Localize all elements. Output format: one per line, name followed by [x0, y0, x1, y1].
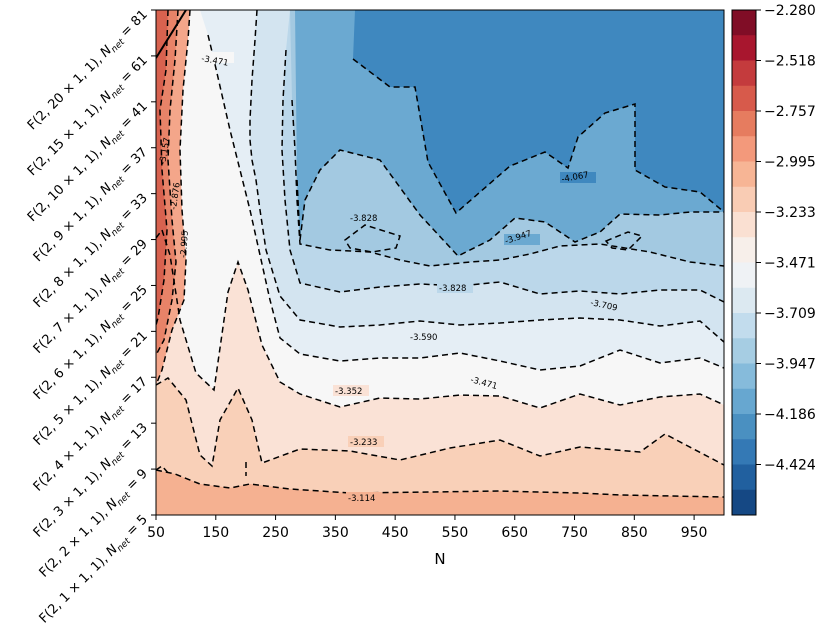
x-tick-label: 650 — [501, 525, 528, 541]
colorbar-tick-label: −2.757 — [764, 104, 816, 120]
x-tick-label: 450 — [382, 525, 409, 541]
contour-label: -3.471 — [200, 54, 229, 69]
contour-label: -3.233 — [350, 438, 377, 448]
colorbar-band — [732, 439, 756, 465]
colorbar-tick-label: −3.947 — [764, 357, 816, 373]
x-axis: 50 150 250 350 450 550 650 750 850 950 — [147, 515, 707, 541]
x-tick-label: 250 — [262, 525, 289, 541]
plot-frame — [155, 9, 725, 516]
contour-solid-line — [156, 10, 187, 59]
colorbar-tick-label: −2.280 — [764, 3, 816, 19]
colorbar-band — [732, 262, 756, 289]
colorbar-band — [732, 338, 756, 364]
colorbar-band — [732, 161, 756, 188]
colorbar-band — [732, 237, 756, 263]
contour-band-2757 — [156, 10, 168, 325]
colorbar-band — [732, 35, 756, 61]
colorbar-band — [732, 186, 756, 213]
colorbar-tick-label: −3.471 — [764, 256, 816, 272]
x-tick-label: 350 — [322, 525, 349, 541]
colorbar-band — [732, 136, 756, 162]
colorbar-tick-label: −2.995 — [764, 155, 816, 171]
y-axis: F(2, 1 × 1, 1), Nnet = 5F(2, 2 × 1, 1), … — [25, 7, 156, 626]
colorbar-tick-label: −3.233 — [764, 205, 816, 221]
x-tick-label: 50 — [147, 525, 165, 541]
colorbar-band — [732, 85, 756, 112]
contour-label: -3.828 — [439, 284, 466, 294]
colorbar: −2.280 −2.518 −2.757 −2.995 −3.233 −3.471 −3.7… — [731, 3, 816, 516]
colorbar-band — [732, 111, 756, 137]
contour-label: -3.114 — [348, 494, 375, 504]
x-tick-label: 750 — [561, 525, 588, 541]
contour-label: -2.995 — [179, 230, 191, 258]
x-tick-label: 850 — [621, 525, 648, 541]
colorbar-band — [732, 10, 756, 36]
contour-lines — [156, 10, 724, 498]
contour-label: -3.590 — [410, 333, 437, 343]
contour-label: -3.352 — [335, 387, 362, 397]
x-tick-label: 550 — [442, 525, 469, 541]
colorbar-tick-label: −3.709 — [764, 306, 816, 322]
contour-band-4186 — [353, 10, 724, 213]
contour-label: -2.876 — [169, 182, 183, 211]
x-axis-title: N — [434, 550, 445, 568]
colorbar-band — [732, 212, 756, 238]
contour-label: -3.828 — [350, 214, 377, 224]
contour-island-right — [606, 232, 642, 250]
contour-island-left — [345, 225, 400, 252]
plot-area: -3.471 -3.828 -4.067 -3.947 -3.828 -3.70… — [156, 10, 724, 515]
colorbar-band — [732, 489, 756, 516]
colorbar-band — [732, 414, 756, 440]
x-tick-label: 950 — [681, 525, 708, 541]
colorbar-band — [732, 464, 756, 491]
colorbar-tick-label: −4.424 — [764, 458, 816, 474]
contour-label: -4.067 — [561, 170, 590, 185]
colorbar-band — [732, 287, 756, 314]
colorbar-band — [732, 60, 756, 87]
x-tick-label: 150 — [202, 525, 229, 541]
colorbar-band — [732, 363, 756, 390]
colorbar-band — [732, 313, 756, 339]
contour-label: -3.157 — [158, 137, 173, 166]
colorbar-band — [732, 388, 756, 415]
colorbar-tick-label: −2.518 — [764, 54, 816, 70]
colorbar-tick-label: −4.186 — [764, 407, 816, 423]
